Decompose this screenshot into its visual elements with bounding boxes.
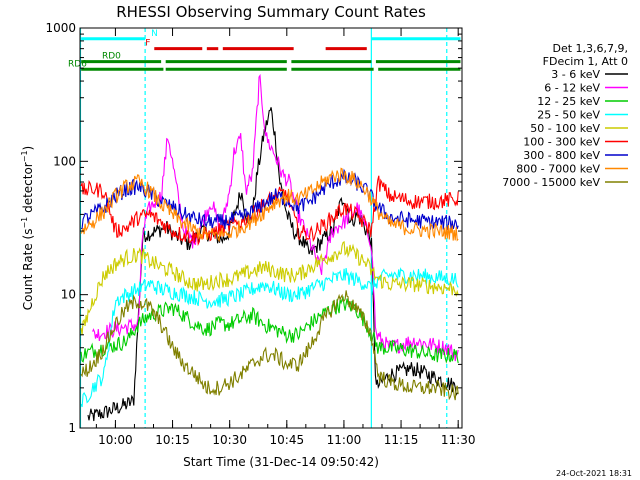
x-tick-label-2: 10:30 (212, 433, 247, 447)
x-tick-label-5: 11:15 (384, 433, 419, 447)
series-line-0 (87, 107, 459, 422)
legend-header-line1: Det 1,3,6,7,9, (552, 42, 628, 55)
series-line-6 (80, 168, 459, 231)
series-line-3 (80, 267, 459, 408)
series-line-4 (80, 240, 459, 335)
flag-label-n: N (151, 29, 158, 39)
legend-label-0: 3 - 6 keV (551, 68, 600, 81)
series-line-1 (92, 73, 459, 362)
series-layer (80, 73, 459, 422)
series-line-8 (80, 290, 459, 401)
y-axis-label-sup1: −1 (20, 217, 29, 229)
legend-label-3: 25 - 50 keV (537, 109, 600, 122)
y-tick-label-2: 100 (53, 154, 76, 168)
plot-frame (79, 27, 463, 429)
x-tick-label-4: 11:00 (327, 433, 362, 447)
y-tick-label-0: 1 (68, 421, 76, 435)
y-axis-label-part2: detector (21, 162, 35, 217)
legend-label-7: 800 - 7000 keV (516, 163, 600, 176)
y-axis-label-sup2: −1 (20, 150, 29, 162)
series-line-7 (80, 167, 459, 243)
legend: Det 1,3,6,7,9, FDecim 1, Att 0 3 - 6 keV… (502, 42, 628, 189)
y-axis-label: Count Rate (s−1 detector−1) (20, 146, 35, 310)
series-line-5 (80, 175, 459, 247)
x-tick-label-1: 10:15 (155, 433, 190, 447)
x-tick-label-3: 10:45 (270, 433, 305, 447)
y-tick-label-3: 1000 (45, 21, 76, 35)
chart-title: RHESSI Observing Summary Count Rates (116, 3, 426, 21)
y-axis-label-part3: ) (21, 146, 35, 151)
legend-label-2: 12 - 25 keV (537, 95, 600, 108)
y-axis-label-part1: Count Rate (s (21, 229, 35, 311)
legend-label-1: 6 - 12 keV (544, 82, 600, 95)
legend-label-4: 50 - 100 keV (530, 122, 600, 135)
series-line-2 (80, 295, 459, 364)
legend-label-8: 7000 - 15000 keV (502, 176, 600, 189)
flags-layer: NF RD0 RD6 (68, 29, 461, 71)
y-tick-label-1: 10 (61, 288, 76, 302)
x-axis-ticks: 10:00 10:15 10:30 10:45 11:00 11:15 11:30 (95, 28, 476, 447)
flag-label-rd6: RD6 (68, 59, 87, 69)
legend-label-5: 100 - 300 keV (523, 136, 600, 149)
legend-header-line2: FDecim 1, Att 0 (543, 55, 628, 68)
plot-area: NF RD0 RD6 (68, 28, 461, 428)
y-axis-ticks: 1 10 100 1000 (45, 21, 462, 435)
flag-label-f: F (145, 39, 150, 49)
legend-label-6: 300 - 800 keV (523, 149, 600, 162)
flag-label-rd0: RD0 (102, 52, 121, 62)
x-tick-label-0: 10:00 (98, 433, 133, 447)
x-tick-label-6: 11:30 (441, 433, 476, 447)
x-axis-label: Start Time (31-Dec-14 09:50:42) (183, 455, 379, 469)
footer-timestamp: 24-Oct-2021 18:31 (556, 469, 632, 478)
